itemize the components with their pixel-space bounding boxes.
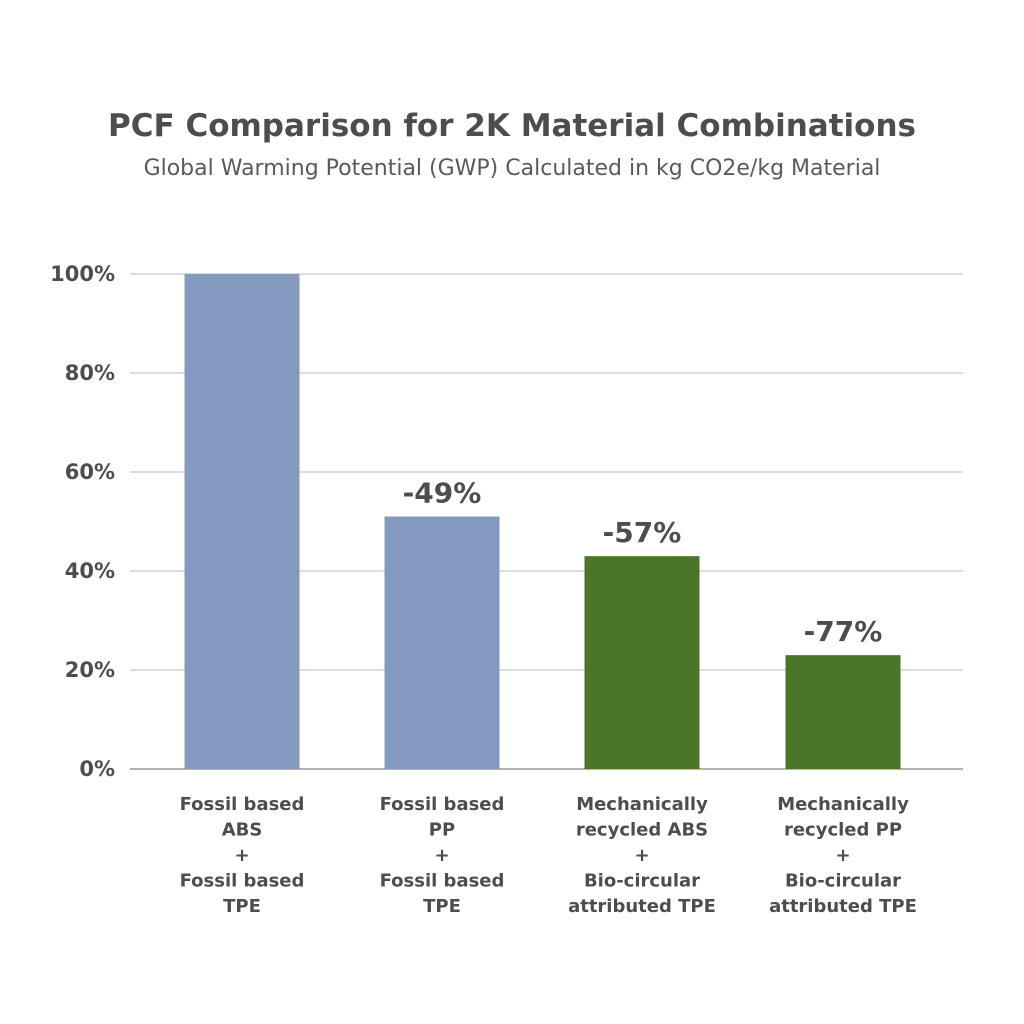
- x-tick-label: TPE: [223, 896, 261, 917]
- bar: [584, 556, 700, 769]
- x-tick-label: attributed TPE: [769, 896, 917, 917]
- x-tick-label: Bio-circular: [584, 871, 700, 892]
- data-label: -49%: [403, 477, 482, 510]
- x-tick-label: +: [835, 845, 850, 866]
- x-tick-label: recycled PP: [784, 820, 902, 841]
- x-tick-label: +: [634, 845, 649, 866]
- bar: [384, 516, 500, 769]
- x-tick-label: Fossil based: [180, 871, 305, 892]
- x-tick-label: +: [234, 845, 249, 866]
- chart-title: PCF Comparison for 2K Material Combinati…: [108, 108, 916, 144]
- data-label: -57%: [603, 516, 682, 549]
- x-tick-label: attributed TPE: [568, 896, 716, 917]
- x-tick-label: +: [434, 845, 449, 866]
- data-label: -77%: [804, 615, 883, 648]
- y-tick-label: 100%: [50, 262, 115, 286]
- y-tick-label: 0%: [79, 757, 115, 781]
- x-tick-label: Mechanically: [576, 794, 708, 815]
- x-tick-label: Fossil based: [180, 794, 305, 815]
- x-tick-label: Bio-circular: [785, 871, 901, 892]
- x-tick-label: Fossil based: [380, 794, 505, 815]
- chart-subtitle: Global Warming Potential (GWP) Calculate…: [143, 156, 881, 181]
- y-tick-label: 40%: [65, 559, 115, 583]
- x-tick-label: recycled ABS: [576, 820, 708, 841]
- x-tick-label: Fossil based: [380, 871, 505, 892]
- x-tick-label: PP: [429, 820, 455, 841]
- x-tick-label: Mechanically: [777, 794, 909, 815]
- y-tick-label: 80%: [65, 361, 115, 385]
- x-tick-label: ABS: [222, 820, 263, 841]
- y-tick-label: 20%: [65, 658, 115, 682]
- bar: [785, 655, 901, 769]
- x-tick-label: TPE: [423, 896, 461, 917]
- bar: [184, 274, 300, 769]
- y-tick-label: 60%: [65, 460, 115, 484]
